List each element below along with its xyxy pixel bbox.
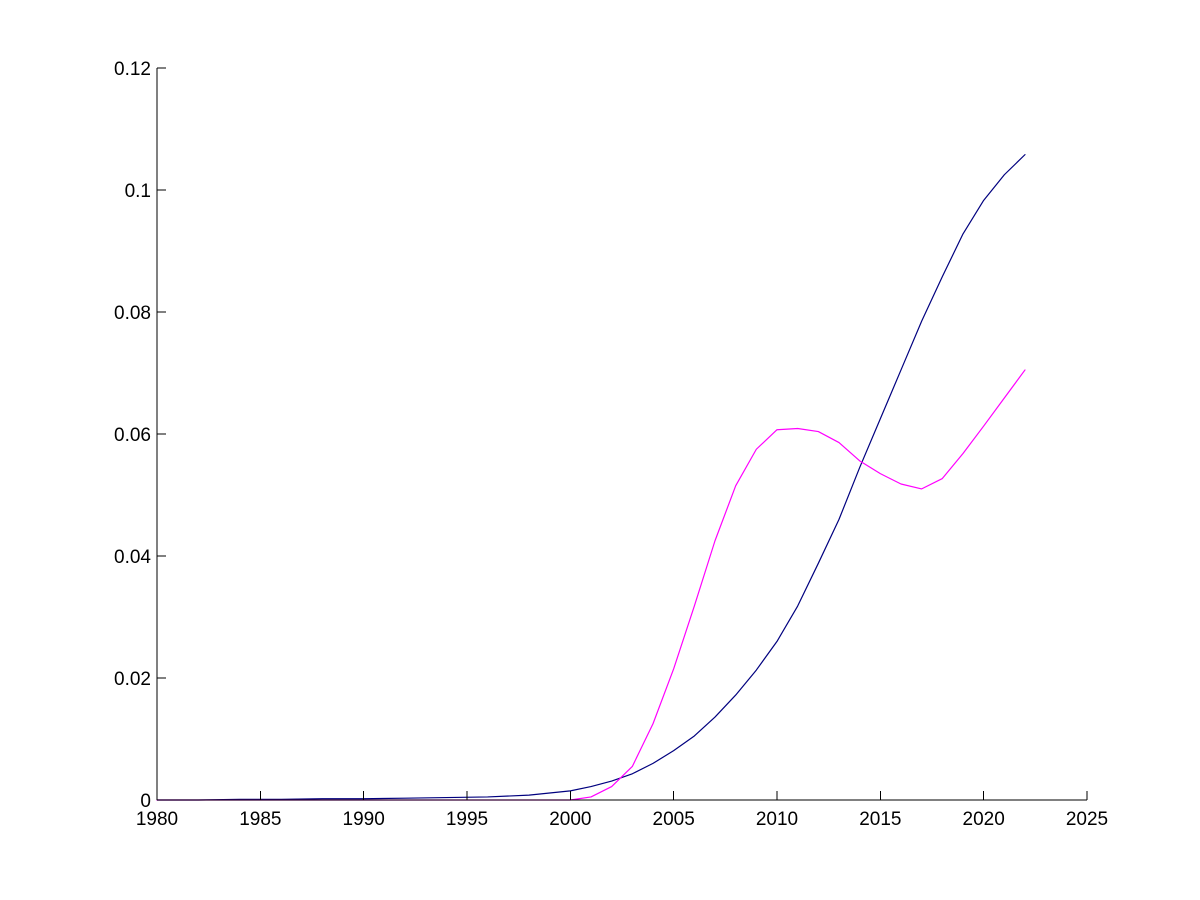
y-tick-label: 0 <box>140 791 151 812</box>
x-tick-label: 2000 <box>549 809 591 830</box>
y-tick-label: 0.02 <box>114 669 151 690</box>
x-ticks: 1980 1985 1990 1995 2000 2005 2010 2015 2020 2025 <box>136 791 1108 830</box>
x-tick-label: 2005 <box>653 809 695 830</box>
y-tick-label: 0.04 <box>114 547 151 568</box>
y-tick-label: 0.08 <box>114 303 151 324</box>
y-tick-label: 0.1 <box>125 181 151 202</box>
x-tick-label: 1985 <box>239 809 281 830</box>
x-tick-label: 2025 <box>1066 809 1108 830</box>
y-tick-label: 0.06 <box>114 425 151 446</box>
series-line-1 <box>156 154 1026 801</box>
y-tick-label: 0.12 <box>114 59 151 80</box>
x-tick-label: 2010 <box>756 809 798 830</box>
x-tick-label: 1980 <box>136 809 178 830</box>
x-tick-label: 1995 <box>446 809 488 830</box>
x-tick-label: 2020 <box>963 809 1005 830</box>
x-tick-label: 2015 <box>859 809 901 830</box>
x-tick-label: 1990 <box>343 809 385 830</box>
y-ticks: 0 0.02 0.04 0.06 0.08 0.1 0.12 <box>114 59 166 812</box>
